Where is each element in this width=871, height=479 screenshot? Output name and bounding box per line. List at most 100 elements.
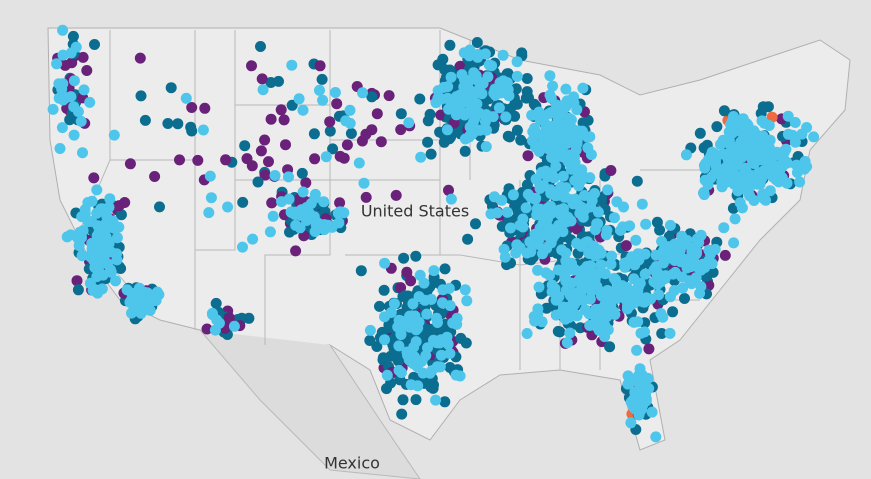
location-dot: [547, 80, 559, 92]
location-dot: [180, 92, 192, 104]
location-dot: [630, 234, 642, 246]
location-dot: [515, 134, 527, 146]
location-dot: [536, 167, 548, 179]
location-dot: [329, 87, 341, 98]
location-dot: [738, 121, 750, 133]
location-dot: [461, 295, 473, 307]
location-dot: [602, 285, 613, 296]
location-dot: [456, 69, 468, 81]
location-dot: [401, 266, 413, 278]
location-dot: [604, 341, 616, 353]
location-dot: [398, 252, 410, 264]
location-dot: [557, 170, 569, 182]
location-dot: [625, 375, 637, 387]
country-label: United States: [361, 202, 469, 221]
location-dot: [308, 128, 320, 140]
location-dot: [300, 177, 312, 189]
location-dot: [782, 110, 794, 122]
location-dot: [410, 250, 422, 262]
location-dot: [729, 213, 741, 225]
location-dot: [482, 71, 494, 83]
location-dot: [148, 294, 160, 306]
location-dot: [723, 126, 735, 138]
location-dot: [729, 171, 741, 183]
location-dot: [548, 172, 560, 184]
location-dot: [521, 328, 533, 339]
location-dot: [96, 230, 108, 241]
location-dot: [735, 182, 746, 194]
location-dot: [558, 203, 569, 215]
location-dot: [220, 154, 232, 166]
location-dot: [283, 171, 294, 183]
location-dot: [782, 128, 794, 140]
location-dot: [286, 59, 298, 71]
location-dot: [316, 73, 328, 85]
location-dot: [560, 216, 572, 228]
location-dot: [431, 361, 443, 373]
location-dot: [135, 90, 147, 102]
location-dot: [92, 220, 104, 232]
location-dot: [353, 157, 365, 169]
location-dot: [791, 167, 803, 178]
location-dot: [745, 141, 757, 153]
location-dot: [305, 198, 317, 209]
location-dot: [664, 327, 676, 339]
location-dot: [68, 129, 80, 141]
location-dot: [675, 256, 687, 268]
location-dot: [57, 94, 69, 106]
location-dot: [259, 134, 271, 146]
location-dot: [562, 137, 574, 149]
location-dot: [553, 124, 565, 135]
location-dot: [91, 207, 103, 219]
location-dot: [297, 104, 309, 116]
location-dots: [47, 24, 820, 443]
location-dot: [552, 325, 564, 337]
location-dot: [199, 102, 211, 114]
location-dot: [437, 284, 449, 296]
location-dot: [493, 102, 505, 114]
location-dot: [754, 178, 766, 190]
location-dot: [296, 167, 308, 179]
location-dot: [575, 293, 587, 305]
location-dot: [451, 318, 463, 330]
location-dot: [626, 396, 638, 408]
location-dot: [444, 39, 456, 51]
location-dot: [410, 394, 422, 406]
location-dot: [473, 83, 485, 95]
location-dot: [57, 24, 69, 36]
location-dot: [718, 222, 730, 234]
location-dot: [620, 240, 632, 252]
location-dot: [495, 87, 507, 99]
location-dot: [534, 182, 546, 194]
location-dot: [89, 39, 100, 50]
location-dot: [374, 300, 385, 312]
location-dot: [635, 327, 647, 339]
location-dot: [694, 127, 706, 139]
location-dot: [605, 165, 617, 176]
location-dot: [766, 111, 778, 123]
location-dot: [541, 242, 553, 254]
location-dot: [568, 97, 580, 109]
location-dot: [425, 148, 437, 160]
location-dot: [693, 237, 705, 248]
location-dot: [459, 284, 471, 296]
location-dot: [730, 160, 742, 172]
location-dot: [589, 188, 600, 199]
location-dot: [395, 108, 407, 120]
location-dot: [651, 266, 663, 278]
location-dot: [403, 117, 415, 129]
location-dot: [68, 75, 80, 87]
location-dot: [314, 84, 325, 96]
location-dot: [616, 280, 628, 292]
location-dot: [61, 231, 73, 243]
location-dot: [205, 192, 217, 204]
location-dot: [105, 264, 117, 276]
location-dot: [732, 144, 744, 156]
location-dot: [432, 317, 443, 328]
location-dot: [657, 245, 669, 257]
location-dot: [327, 143, 339, 155]
location-dot: [341, 139, 353, 151]
location-dot: [591, 218, 603, 230]
location-dot: [464, 85, 476, 97]
location-dot: [560, 83, 572, 95]
